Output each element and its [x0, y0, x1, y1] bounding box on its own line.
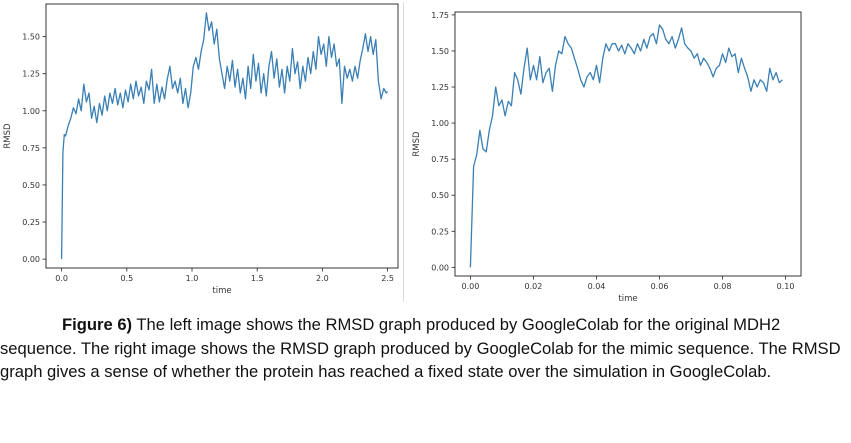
x-tick-label: 0.00 [462, 282, 480, 291]
x-tick-label: 2.5 [381, 274, 394, 283]
x-tick-label: 0.0 [55, 274, 68, 283]
rmsd-chart-original-svg: 0.0 0.5 1.0 1.5 2.0 2.5 0.00 0.25 0.50 0.75 1.00 1.… [3, 3, 399, 296]
x-tick-label: 0.5 [120, 274, 133, 283]
y-tick-label: 0.75 [22, 144, 40, 153]
rmsd-chart-mimic-svg: 0.00 0.02 0.04 0.06 0.08 0.10 0.00 0.25 0.50 0.75… [412, 11, 802, 304]
caption-paragraph: Figure 6) The left image shows the RMSD … [0, 313, 851, 384]
y-tick-label: 1.25 [431, 83, 449, 92]
x-tick-label: 0.02 [525, 282, 543, 291]
y-axis-label: RMSD [3, 123, 13, 149]
y-tick-label: 0.25 [22, 218, 40, 227]
rmsd-chart-original: 0.0 0.5 1.0 1.5 2.0 2.5 0.00 0.25 0.50 0.75 1.00 1.… [0, 0, 402, 305]
rmsd-chart-mimic: 0.00 0.02 0.04 0.06 0.08 0.10 0.00 0.25 0.50 0.75… [405, 0, 851, 305]
y-tick-label: 0.75 [431, 155, 449, 164]
y-tick-label: 0.50 [431, 191, 449, 200]
y-axis-label: RMSD [412, 131, 422, 157]
x-axis-label: time [212, 286, 231, 296]
x-tick-label: 2.0 [316, 274, 329, 283]
y-tick-label: 0.50 [22, 181, 40, 190]
x-axis-label: time [618, 294, 637, 304]
figure-row: 0.0 0.5 1.0 1.5 2.0 2.5 0.00 0.25 0.50 0.75 1.00 1.… [0, 0, 851, 305]
y-tick-label: 1.00 [431, 119, 449, 128]
y-tick-label: 0.25 [431, 227, 449, 236]
plot-frame [45, 3, 399, 269]
x-tick-label: 0.10 [777, 282, 795, 291]
y-tick-label: 1.50 [431, 47, 449, 56]
rmsd-series-line [60, 12, 389, 260]
x-tick-label: 0.04 [588, 282, 606, 291]
plot-frame [454, 11, 802, 277]
y-tick-label: 0.00 [22, 255, 40, 264]
rmsd-series-line [469, 24, 783, 268]
x-tick-label: 1.0 [186, 274, 199, 283]
y-tick-label: 1.00 [22, 107, 40, 116]
x-tick-label: 0.08 [714, 282, 732, 291]
x-tick-label: 0.06 [651, 282, 669, 291]
figure-caption: Figure 6) The left image shows the RMSD … [0, 313, 851, 384]
caption-text: The left image shows the RMSD graph prod… [0, 315, 841, 381]
panel-divider [403, 2, 404, 302]
y-tick-label: 1.75 [431, 11, 449, 20]
y-tick-label: 0.00 [431, 263, 449, 272]
caption-figure-label: Figure 6) [62, 315, 133, 334]
y-tick-label: 1.50 [22, 33, 40, 42]
y-tick-label: 1.25 [22, 70, 40, 79]
x-tick-label: 1.5 [251, 274, 264, 283]
